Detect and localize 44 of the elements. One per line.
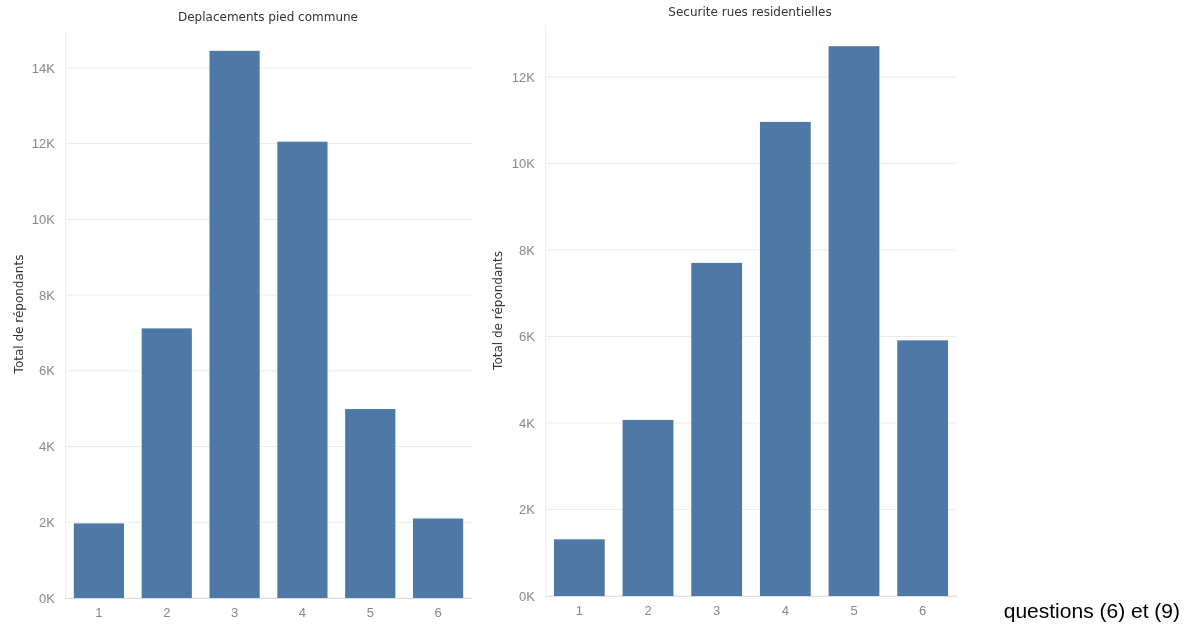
- x-tick-label: 3: [230, 605, 239, 621]
- y-axis-title: Total de répondants: [491, 251, 505, 371]
- bar: [553, 539, 605, 596]
- y-tick-label: 0K: [39, 590, 56, 606]
- y-axis-title: Total de répondants: [12, 254, 26, 375]
- bar: [828, 46, 880, 596]
- x-tick-label: 3: [713, 603, 721, 619]
- y-tick-label: 2K: [39, 514, 56, 530]
- bar: [897, 340, 949, 596]
- y-tick-label: 0K: [519, 588, 536, 604]
- y-tick-label: 14K: [31, 60, 56, 76]
- x-tick-label: 6: [434, 605, 442, 621]
- x-tick-label: 1: [575, 603, 583, 619]
- bar: [412, 518, 464, 598]
- y-tick-label: 12K: [31, 136, 56, 152]
- y-tick-label: 8K: [39, 287, 56, 303]
- bar: [345, 409, 396, 598]
- bar: [622, 419, 674, 596]
- x-tick-label: 5: [366, 605, 374, 621]
- y-tick-label: 2K: [519, 502, 536, 518]
- x-tick-label: 2: [644, 603, 652, 619]
- chart-title: Deplacements pied commune: [177, 10, 359, 24]
- y-tick-label: 6K: [519, 329, 536, 345]
- x-tick-label: 4: [781, 603, 789, 619]
- y-tick-label: 4K: [39, 439, 56, 455]
- y-tick-label: 8K: [519, 242, 536, 258]
- bar: [73, 523, 125, 598]
- x-tick-label: 2: [163, 605, 171, 621]
- x-tick-label: 5: [850, 603, 858, 619]
- text: questions (6) et (9): [1003, 599, 1180, 622]
- chart-title: Securite rues residentielles: [668, 5, 832, 19]
- bar: [209, 50, 260, 598]
- x-tick-label: 6: [919, 603, 927, 619]
- x-tick-label: 1: [95, 605, 103, 621]
- bar: [759, 121, 811, 596]
- y-tick-label: 4K: [519, 415, 536, 431]
- x-tick-label: 4: [298, 605, 307, 621]
- y-tick-label: 10K: [31, 211, 56, 227]
- y-tick-label: 12K: [511, 69, 536, 85]
- y-tick-label: 6K: [39, 363, 56, 379]
- y-tick-label: 10K: [511, 156, 536, 172]
- bar: [277, 141, 328, 598]
- bar: [691, 262, 743, 596]
- bar: [141, 328, 192, 598]
